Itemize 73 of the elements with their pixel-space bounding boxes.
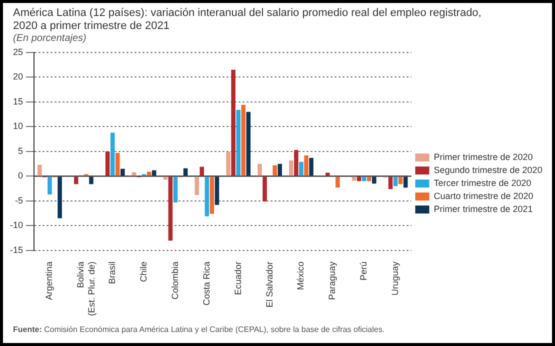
bar <box>289 160 294 176</box>
source-note: Fuente: Comisión Económica para América Latina y el Caribe (CEPAL), sobre la base de cifras oficiales. <box>13 325 385 334</box>
x-tick-label: Bolivia (Est. Plur. de) <box>76 261 96 316</box>
bar <box>231 70 236 176</box>
x-tick-label: Chile <box>138 261 149 282</box>
y-tick-label: 5 <box>18 146 24 156</box>
bar <box>146 172 152 176</box>
bar <box>214 176 220 205</box>
chart-title: América Latina (12 países): variación interanual del salario promedio real del empleo registrado, 2020 a primer trimestre de 2021 <box>13 7 482 33</box>
legend-label: Segundo trimestre de 2020 <box>434 164 542 175</box>
bar <box>362 176 366 182</box>
bar <box>110 132 115 176</box>
bar <box>403 176 408 188</box>
x-tick-label: Perú <box>358 261 369 280</box>
bar <box>115 152 120 176</box>
bar <box>294 150 298 176</box>
bar <box>299 162 304 176</box>
y-tick-label: -5 <box>14 195 24 206</box>
bar <box>272 165 277 176</box>
legend-label: Cuarto trimestre de 2020 <box>434 190 534 201</box>
x-tick-label: Paraguay <box>327 260 338 300</box>
legend-label: Tercer trimestre de 2020 <box>434 178 532 188</box>
bar <box>356 176 362 182</box>
y-tick-label: 15 <box>12 96 24 106</box>
bar <box>48 176 52 195</box>
bar <box>372 176 376 184</box>
x-tick-label: Brasil <box>107 261 118 284</box>
bar <box>262 176 267 202</box>
x-tick-label: Uruguay <box>390 260 400 296</box>
y-tick-label: -10 <box>10 220 24 230</box>
bar <box>241 104 246 176</box>
bar <box>304 155 308 176</box>
bar <box>74 176 78 184</box>
bar <box>89 176 94 184</box>
x-tick-label: Ecuador <box>232 261 243 296</box>
bar <box>366 176 372 182</box>
bar <box>132 172 136 176</box>
bar <box>173 176 178 202</box>
bar <box>120 168 125 176</box>
bar <box>352 176 356 181</box>
chart-subtitle: (En porcentajes) <box>13 33 88 44</box>
bar <box>246 112 251 176</box>
y-tick-label: 0 <box>18 170 24 181</box>
bar <box>38 164 42 176</box>
x-tick-label: Colombia <box>170 261 180 300</box>
bar <box>258 164 262 176</box>
y-tick-label: -15 <box>10 244 24 255</box>
legend-label: Primer trimestre de 2021 <box>434 204 533 214</box>
bar <box>200 166 204 176</box>
bar <box>226 152 230 176</box>
bar <box>398 176 403 184</box>
y-tick-label: 25 <box>12 46 24 57</box>
bar <box>388 176 393 190</box>
bar <box>204 176 210 216</box>
y-tick-label: 20 <box>12 72 24 82</box>
bar <box>309 158 314 176</box>
x-tick-label: Costa Rica <box>201 261 212 306</box>
bar <box>194 176 199 196</box>
x-tick-label: El Salvador <box>264 261 274 308</box>
bar <box>236 110 240 176</box>
x-tick-label: Argentina <box>44 261 54 300</box>
bar <box>393 176 398 186</box>
bar <box>168 176 173 241</box>
bar <box>163 176 168 180</box>
bar <box>336 176 340 188</box>
legend-label: Primer trimestre de 2020 <box>434 152 533 162</box>
bar <box>325 172 330 176</box>
y-tick-label: 10 <box>12 121 24 132</box>
bar <box>58 176 62 218</box>
bar <box>210 176 214 214</box>
bar <box>105 151 110 176</box>
x-tick-label: México <box>296 261 306 290</box>
bar <box>278 164 282 176</box>
